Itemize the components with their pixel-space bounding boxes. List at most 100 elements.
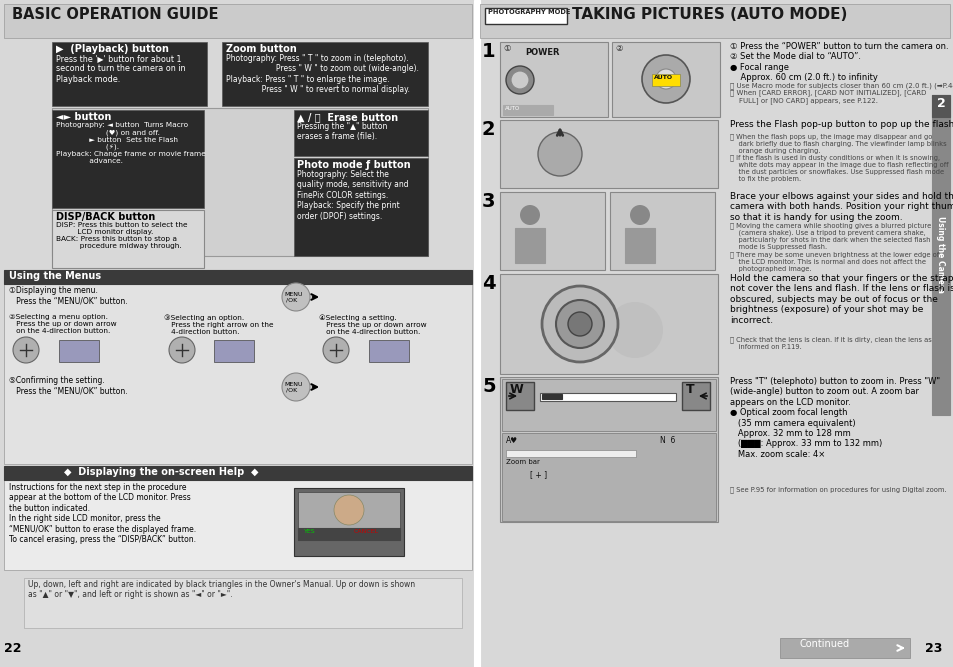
Bar bbox=[294, 488, 403, 556]
Text: ②Selecting a menu option.
   Press the up or down arrow
   on the 4-direction bu: ②Selecting a menu option. Press the up o… bbox=[9, 314, 116, 334]
Circle shape bbox=[541, 286, 618, 362]
Text: MENU
 /OK: MENU /OK bbox=[284, 382, 302, 393]
Text: 4: 4 bbox=[481, 274, 496, 293]
Bar bbox=[4, 480, 472, 570]
Text: N  6: N 6 bbox=[659, 436, 675, 445]
Text: MENU
 /OK: MENU /OK bbox=[284, 292, 302, 303]
Bar bbox=[505, 450, 636, 457]
Text: ①: ① bbox=[502, 44, 510, 53]
Text: Photography: Select the
quality mode, sensitivity and
FinePix COLOR settings.
Pl: Photography: Select the quality mode, se… bbox=[296, 170, 408, 221]
Circle shape bbox=[629, 205, 649, 225]
Text: Press "T" (telephoto) button to zoom in. Press "W"
(wide-angle) button to zoom o: Press "T" (telephoto) button to zoom in.… bbox=[729, 377, 939, 459]
Text: Press the '▶' button for about 1
second to turn the camera on in
Playback mode.: Press the '▶' button for about 1 second … bbox=[56, 54, 185, 84]
Bar bbox=[624, 228, 655, 263]
Text: Instructions for the next step in the procedure
appear at the bottom of the LCD : Instructions for the next step in the pr… bbox=[9, 483, 196, 544]
Text: ③Selecting an option.
   Press the right arrow on the
   4-direction button.: ③Selecting an option. Press the right ar… bbox=[164, 314, 274, 335]
Bar bbox=[499, 42, 607, 117]
Text: Press the Flash pop-up button to pop up the flash.: Press the Flash pop-up button to pop up … bbox=[729, 120, 953, 129]
Bar bbox=[515, 228, 544, 263]
Bar bbox=[4, 270, 472, 284]
Bar bbox=[931, 95, 949, 415]
Circle shape bbox=[334, 495, 364, 525]
Text: ◆  Displaying the on-screen Help  ◆: ◆ Displaying the on-screen Help ◆ bbox=[64, 467, 258, 477]
Bar bbox=[52, 210, 204, 268]
Circle shape bbox=[282, 283, 310, 311]
Text: 2: 2 bbox=[481, 120, 496, 139]
Text: Zoom bar: Zoom bar bbox=[505, 459, 539, 465]
Text: ⓐ See P.95 for information on procedures for using Digital zoom.: ⓐ See P.95 for information on procedures… bbox=[729, 486, 945, 493]
Text: Using the Menus: Using the Menus bbox=[9, 271, 101, 281]
Text: ⓐ Check that the lens is clean. If it is dirty, clean the lens as
    informed o: ⓐ Check that the lens is clean. If it is… bbox=[729, 336, 931, 350]
Circle shape bbox=[641, 55, 689, 103]
Circle shape bbox=[13, 337, 39, 363]
Bar bbox=[651, 74, 679, 86]
Circle shape bbox=[519, 205, 539, 225]
Circle shape bbox=[505, 66, 534, 94]
Bar bbox=[297, 492, 399, 540]
Text: 5: 5 bbox=[481, 377, 496, 396]
Bar bbox=[931, 95, 949, 117]
Text: Pressing the "▲" button
erases a frame (file).: Pressing the "▲" button erases a frame (… bbox=[296, 122, 387, 141]
Bar bbox=[369, 340, 409, 362]
Text: TAKING PICTURES (AUTO MODE): TAKING PICTURES (AUTO MODE) bbox=[572, 7, 846, 22]
Bar bbox=[681, 382, 709, 410]
Bar bbox=[780, 638, 909, 658]
Circle shape bbox=[537, 132, 581, 176]
Circle shape bbox=[282, 373, 310, 401]
Bar bbox=[474, 0, 479, 667]
Text: AUTO: AUTO bbox=[504, 106, 519, 111]
Bar bbox=[4, 466, 472, 480]
Text: ◄► button: ◄► button bbox=[56, 112, 112, 122]
Text: Photo mode ƒ button: Photo mode ƒ button bbox=[296, 160, 410, 170]
Text: Continued: Continued bbox=[800, 639, 849, 649]
Bar bbox=[52, 110, 204, 208]
Text: PHOTOGRAPHY MODE: PHOTOGRAPHY MODE bbox=[488, 9, 570, 15]
Text: ① Press the “POWER” button to turn the camera on.
② Set the Mode dial to “AUTO”.: ① Press the “POWER” button to turn the c… bbox=[729, 42, 947, 82]
Text: Up, down, left and right are indicated by black triangles in the Owner's Manual.: Up, down, left and right are indicated b… bbox=[28, 580, 415, 600]
Text: Using the Camera: Using the Camera bbox=[936, 217, 944, 293]
Text: AUTO: AUTO bbox=[654, 75, 673, 80]
Bar bbox=[541, 394, 561, 399]
Bar bbox=[501, 433, 716, 521]
Bar bbox=[294, 110, 428, 156]
Text: 22: 22 bbox=[4, 642, 22, 655]
Text: ⓐ When the flash pops up, the image may disappear and go
    dark briefly due to: ⓐ When the flash pops up, the image may … bbox=[729, 133, 947, 182]
Text: ▲ / ␡  Erase button: ▲ / ␡ Erase button bbox=[296, 112, 397, 122]
Text: ②: ② bbox=[615, 44, 622, 53]
Bar bbox=[297, 528, 399, 540]
Text: ⓐ Use Macro mode for subjects closer than 60 cm (2.0 ft.) (➡P.44).
ⓐ When [CARD : ⓐ Use Macro mode for subjects closer tha… bbox=[729, 82, 953, 104]
Bar bbox=[501, 379, 716, 431]
Bar bbox=[59, 340, 99, 362]
Text: DISP: Press this button to select the
         LCD monitor display.
BACK: Press : DISP: Press this button to select the LC… bbox=[56, 222, 188, 249]
Circle shape bbox=[656, 69, 676, 89]
Circle shape bbox=[323, 337, 349, 363]
Bar bbox=[499, 120, 718, 188]
Bar bbox=[484, 8, 566, 24]
Bar bbox=[4, 284, 472, 464]
Bar bbox=[502, 105, 553, 115]
Text: 2: 2 bbox=[936, 97, 944, 110]
Text: 3: 3 bbox=[481, 192, 495, 211]
Bar bbox=[609, 192, 714, 270]
Text: ▶  (Playback) button: ▶ (Playback) button bbox=[56, 44, 169, 54]
Bar bbox=[499, 192, 604, 270]
Circle shape bbox=[606, 302, 662, 358]
Bar bbox=[52, 42, 207, 106]
Bar bbox=[612, 42, 720, 117]
Text: Brace your elbows against your sides and hold the
camera with both hands. Positi: Brace your elbows against your sides and… bbox=[729, 192, 953, 222]
Text: 23: 23 bbox=[924, 642, 942, 655]
Text: T: T bbox=[685, 383, 694, 396]
Text: A♥: A♥ bbox=[505, 436, 517, 445]
Text: Photography: Press " T " to zoom in (telephoto).
                     Press " W : Photography: Press " T " to zoom in (tel… bbox=[226, 54, 418, 94]
Text: ④Selecting a setting.
   Press the up or down arrow
   on the 4-direction button: ④Selecting a setting. Press the up or do… bbox=[318, 314, 426, 335]
Text: ⓐ Moving the camera while shooting gives a blurred picture
    (camera shake). U: ⓐ Moving the camera while shooting gives… bbox=[729, 222, 938, 271]
Bar bbox=[539, 393, 676, 401]
Text: Photography: ◄ button  Turns Macro
                     (♥) on and off.
        : Photography: ◄ button Turns Macro (♥) on… bbox=[56, 122, 206, 164]
Bar bbox=[24, 578, 461, 628]
Bar bbox=[294, 158, 428, 256]
Text: DISP/BACK button: DISP/BACK button bbox=[56, 212, 155, 222]
Text: W: W bbox=[510, 383, 523, 396]
Text: CANCEL: CANCEL bbox=[354, 529, 378, 534]
Text: 1: 1 bbox=[481, 42, 496, 61]
Text: POWER: POWER bbox=[524, 48, 558, 57]
